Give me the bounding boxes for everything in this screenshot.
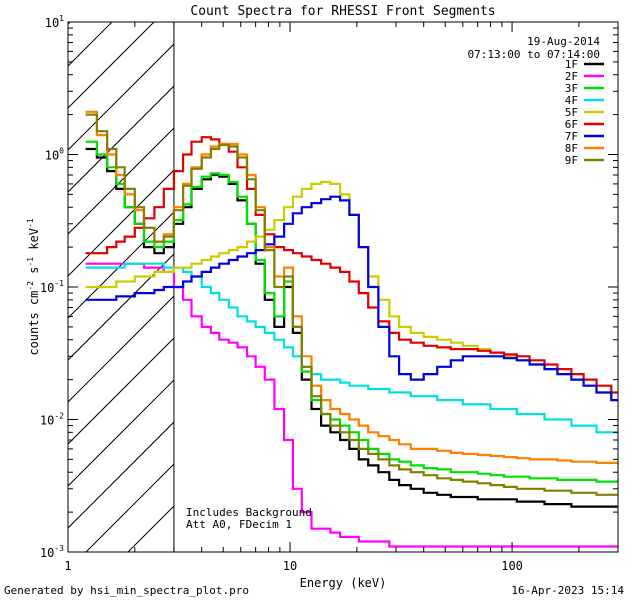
chart-title: Count Spectra for RHESSI Front Segments (190, 4, 495, 19)
hatch-line (68, 253, 174, 361)
date-label: 19-Aug-2014 (527, 35, 600, 48)
legend-label-2f: 2F (565, 70, 578, 83)
legend-label-9f: 9F (565, 154, 578, 167)
hatch-line (68, 85, 174, 193)
legend-label-1f: 1F (565, 58, 578, 71)
time-range-label: 07:13:00 to 07:14:00 (468, 48, 600, 61)
series-line-7f (85, 195, 618, 402)
x-axis: 1 10 100 (64, 22, 619, 573)
y-tick-label: 10-2 (40, 412, 64, 428)
hatch-line (0, 22, 28, 552)
legend-label-8f: 8F (565, 142, 578, 155)
series-line-6f (85, 136, 618, 394)
legend-label-7f: 7F (565, 130, 578, 143)
series-line-4f (85, 262, 618, 434)
legend-label-6f: 6F (565, 118, 578, 131)
y-axis-label: counts cm-2 s-1 keV-1 (26, 218, 41, 355)
y-tick-label: 100 (45, 147, 64, 163)
plot-frame (67, 21, 619, 553)
y-tick-label: 101 (45, 14, 64, 30)
x-axis-label: Energy (keV) (300, 576, 387, 590)
generated-by-label: Generated by hsi_min_spectra_plot.pro (4, 584, 249, 597)
series-line-9f (85, 113, 618, 496)
legend-label-5f: 5F (565, 106, 578, 119)
hatch-line (68, 421, 174, 529)
series-line-2f (85, 262, 618, 548)
x-tick-label: 1 (64, 559, 71, 573)
y-tick-label: 10-3 (40, 544, 64, 560)
legend-label-4f: 4F (565, 94, 578, 107)
legend-label-3f: 3F (565, 82, 578, 95)
series-line-3f (85, 140, 618, 483)
y-axis: 10-3 10-2 10-1 100 101 (40, 14, 618, 560)
timestamp-label: 16-Apr-2023 15:14 (511, 584, 624, 597)
note-attenuator: Att A0, FDecim 1 (186, 518, 292, 531)
x-tick-label: 10 (283, 559, 297, 573)
hatch-line (68, 43, 174, 151)
series-group (85, 110, 618, 548)
hatch-line (68, 379, 174, 487)
series-line-1f (85, 147, 618, 508)
note-background: Includes Background (186, 506, 312, 519)
x-tick-label: 100 (501, 559, 523, 573)
y-tick-label: 10-1 (40, 279, 64, 295)
